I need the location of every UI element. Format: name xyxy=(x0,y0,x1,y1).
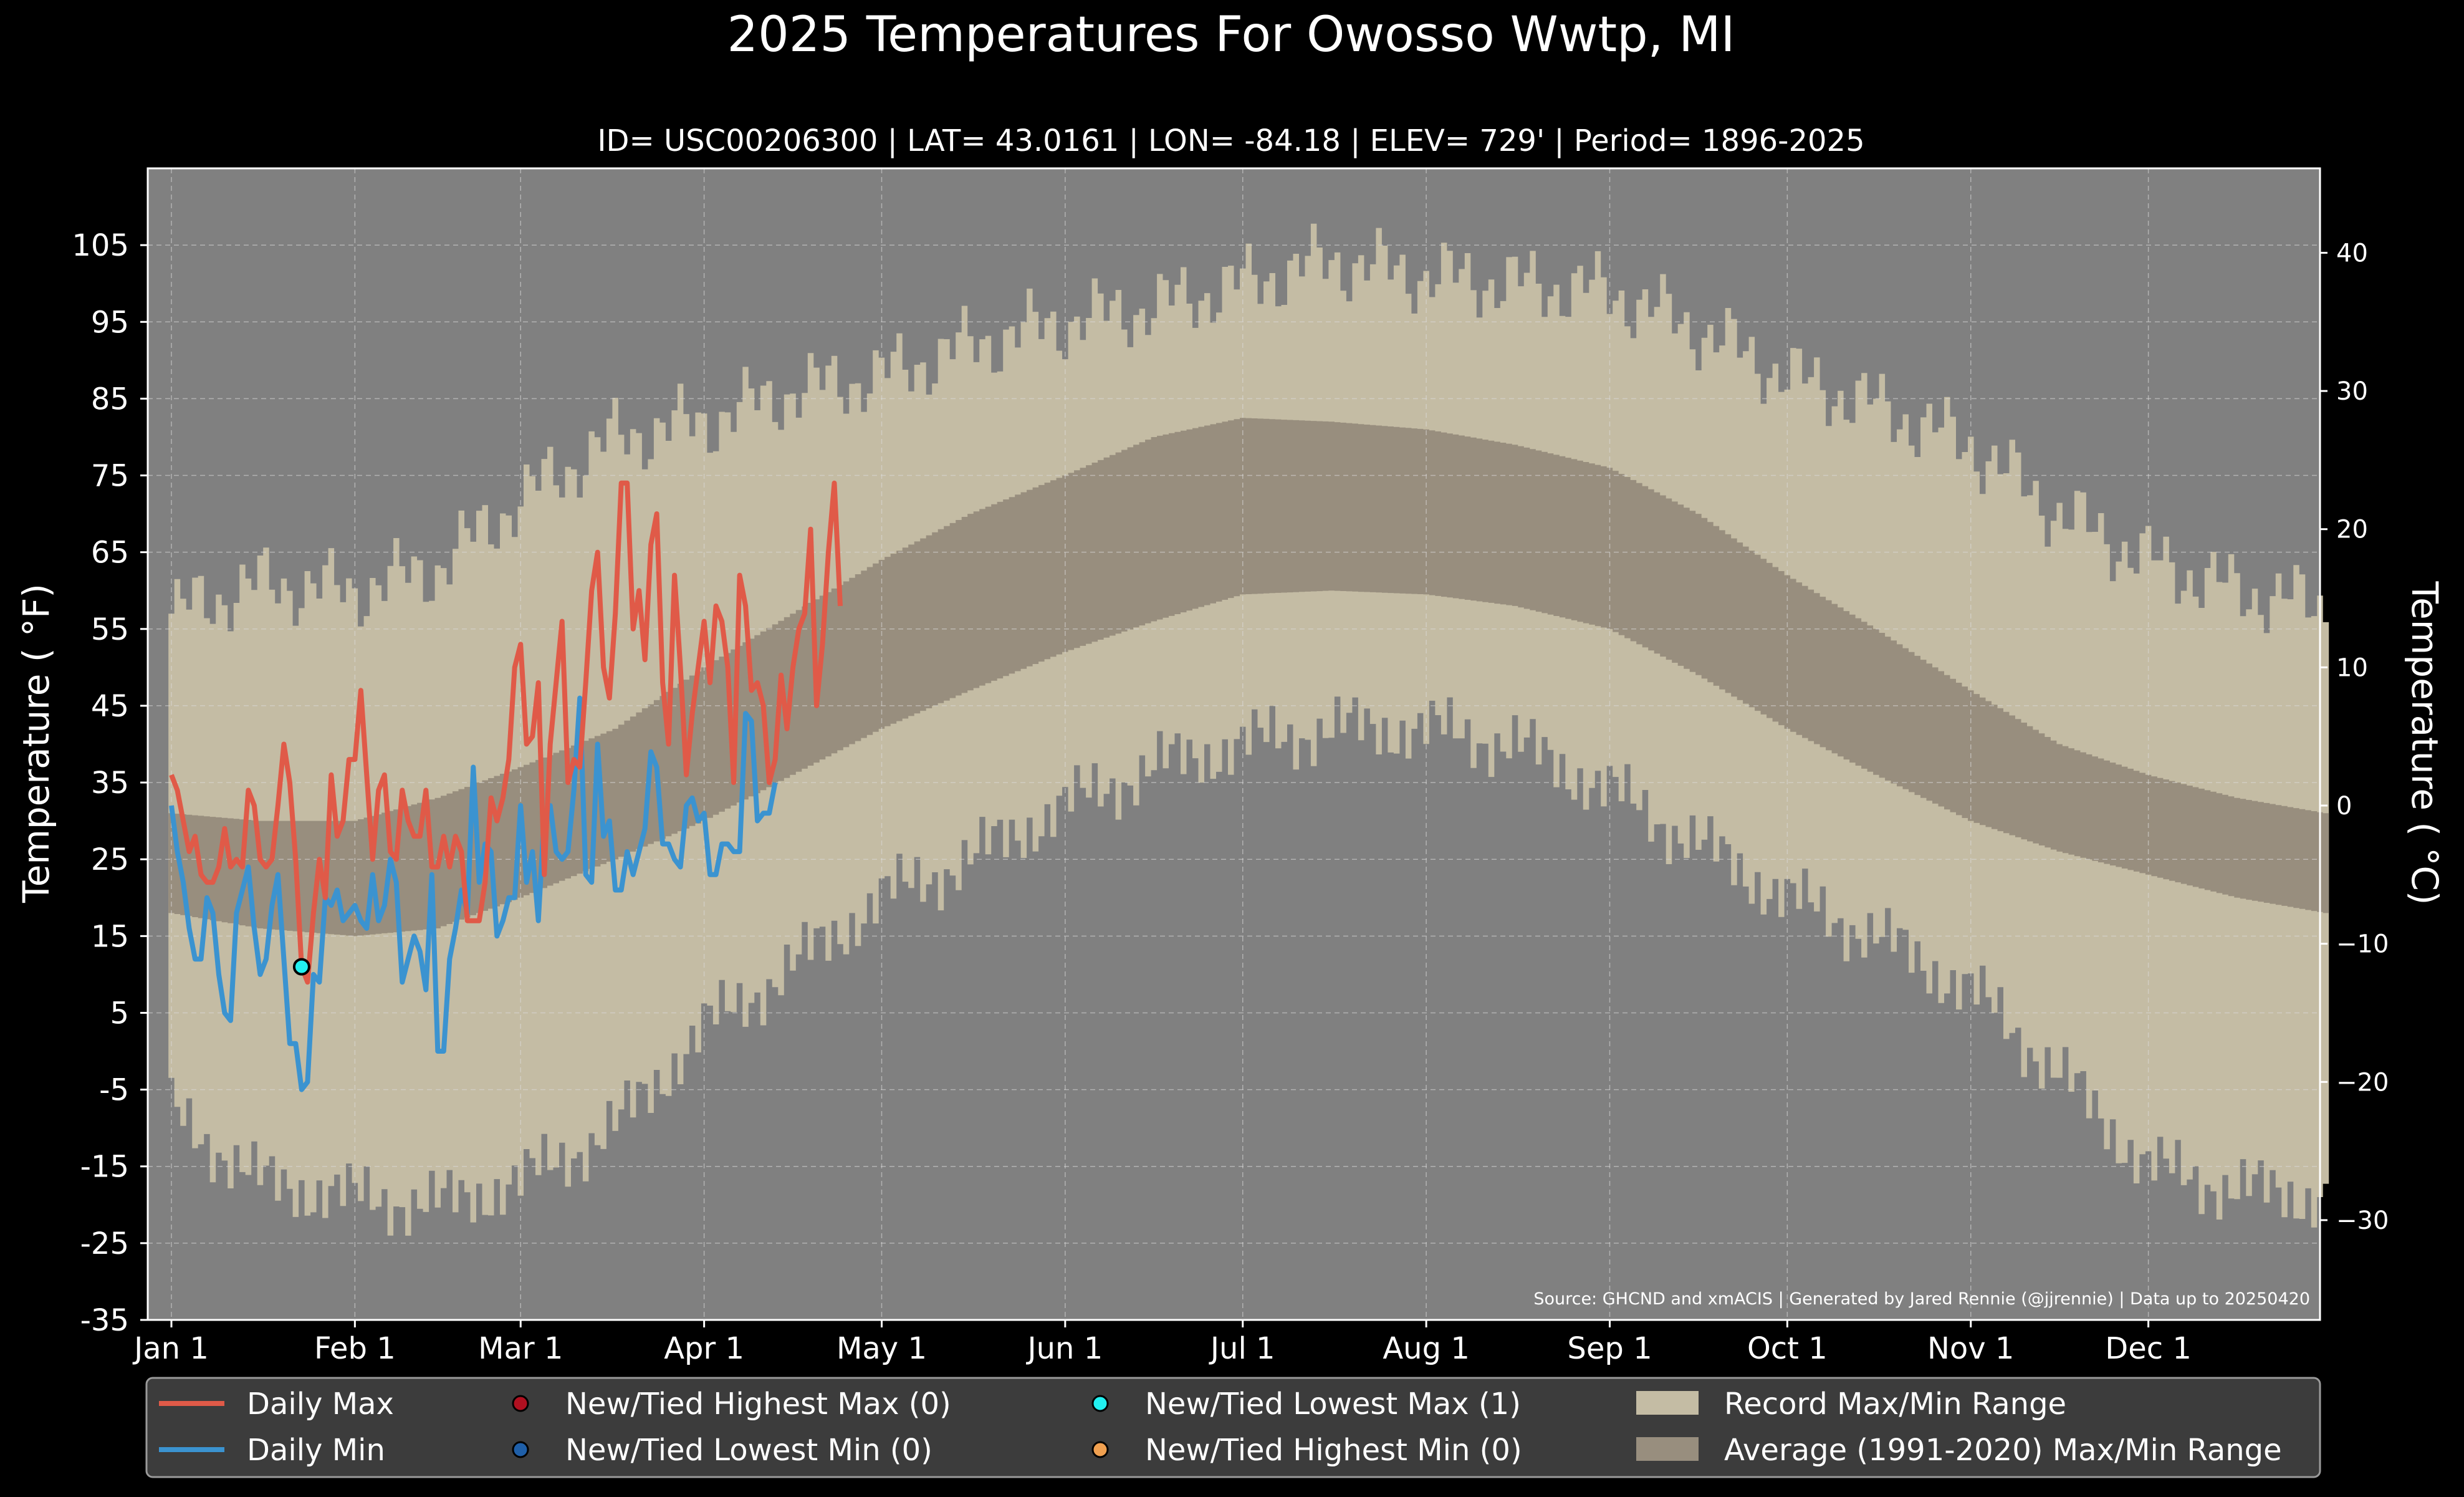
y-tick-label-f: 5 xyxy=(110,996,129,1031)
legend-item: Daily Min xyxy=(159,1433,385,1468)
y-tick-label-c: 10 xyxy=(2336,653,2368,682)
x-axis: Jan 1 Feb 1 Mar 1 Apr 1 May 1 Jun 1 Jul 1 Aug 1… xyxy=(132,1320,2192,1366)
y-tick-label-f: 95 xyxy=(91,305,129,340)
chart-title: 2025 Temperatures For Owosso Wwtp, MI xyxy=(727,7,1735,63)
legend: Daily Max Daily Min New/Tied Highest Max (… xyxy=(145,1377,2321,1478)
plot-area: Source: GHCND and xmACIS | Generated by … xyxy=(146,167,2329,1321)
x-tick-label: Jan 1 xyxy=(132,1331,209,1366)
y-tick-label-f: 35 xyxy=(91,766,129,801)
y-tick-label-c: 0 xyxy=(2336,792,2352,821)
x-tick-label: Dec 1 xyxy=(2105,1331,2192,1366)
legend-dot-swatch xyxy=(1091,1395,1109,1412)
legend-item: New/Tied Lowest Max (1) xyxy=(1091,1387,1521,1422)
y-tick-label-f: 105 xyxy=(72,228,129,263)
average-max-min-band xyxy=(168,418,2329,936)
y-tick-label-c: −20 xyxy=(2336,1068,2389,1097)
y-tick-label-c: 40 xyxy=(2336,239,2368,267)
legend-item: New/Tied Highest Max (0) xyxy=(512,1387,951,1422)
legend-item: Average (1991-2020) Max/Min Range xyxy=(1636,1433,2282,1468)
source-note: Source: GHCND and xmACIS | Generated by … xyxy=(1533,1289,2310,1309)
x-tick-label: Oct 1 xyxy=(1747,1331,1828,1366)
y-tick-label-f: 75 xyxy=(91,459,129,494)
y-axis-right-label: Temperature ( °C) xyxy=(2404,580,2446,905)
legend-label: New/Tied Highest Max (0) xyxy=(565,1387,951,1422)
y-tick-label-c: −10 xyxy=(2336,930,2389,959)
x-tick-label: Apr 1 xyxy=(664,1331,744,1366)
new-tied-lowest-max-marker xyxy=(292,958,310,976)
legend-item: Record Max/Min Range xyxy=(1636,1387,2066,1422)
x-tick-label: Feb 1 xyxy=(314,1331,396,1366)
chart-subtitle: ID= USC00206300 | LAT= 43.0161 | LON= -8… xyxy=(597,123,1864,158)
y-tick-label-f: 15 xyxy=(91,919,129,954)
legend-label: New/Tied Lowest Min (0) xyxy=(565,1433,932,1468)
legend-label: Average (1991-2020) Max/Min Range xyxy=(1724,1433,2282,1468)
x-tick-label: Sep 1 xyxy=(1567,1331,1652,1366)
y-tick-label-c: −30 xyxy=(2336,1206,2389,1235)
y-tick-label-f: -35 xyxy=(80,1303,129,1338)
legend-label: Record Max/Min Range xyxy=(1724,1387,2066,1422)
legend-item: New/Tied Lowest Min (0) xyxy=(512,1433,932,1468)
record-max-min-band xyxy=(168,223,2329,1236)
legend-dot-swatch xyxy=(512,1395,529,1412)
x-tick-label: Aug 1 xyxy=(1383,1331,1470,1366)
legend-box xyxy=(145,1377,2321,1478)
legend-patch-swatch xyxy=(1636,1391,1699,1415)
legend-dot-swatch xyxy=(512,1441,529,1458)
y-tick-label-c: 30 xyxy=(2336,377,2368,406)
y-axis-left-label: Temperature ( °F) xyxy=(15,584,57,903)
legend-item: New/Tied Highest Min (0) xyxy=(1091,1433,1522,1468)
y-axis-left: -35 -25 -15 -5 5 15 25 35 45 55 65 75 85 95 105 xyxy=(72,228,148,1338)
y-tick-label-f: 85 xyxy=(91,382,129,416)
legend-item: Daily Max xyxy=(159,1387,394,1422)
x-tick-label: Jun 1 xyxy=(1025,1331,1103,1366)
daily-min-line xyxy=(169,695,778,1092)
grid-lines xyxy=(148,168,2320,1321)
y-tick-label-f: 55 xyxy=(91,612,129,647)
x-tick-label: Nov 1 xyxy=(1927,1331,2014,1366)
y-tick-label-f: 65 xyxy=(91,536,129,570)
plot-frame xyxy=(146,167,2321,1321)
x-tick-label: May 1 xyxy=(837,1331,927,1366)
legend-dot-swatch xyxy=(1091,1441,1109,1458)
y-tick-label-f: 45 xyxy=(91,689,129,724)
x-tick-label: Jul 1 xyxy=(1209,1331,1275,1366)
legend-label: New/Tied Highest Min (0) xyxy=(1145,1433,1522,1468)
y-axis-right: −30 −20 −10 0 10 20 30 40 xyxy=(2320,239,2389,1235)
x-tick-label: Mar 1 xyxy=(478,1331,563,1366)
y-tick-label-f: 25 xyxy=(91,842,129,877)
legend-label: Daily Min xyxy=(247,1433,385,1468)
y-tick-label-c: 20 xyxy=(2336,516,2368,544)
y-tick-label-f: -25 xyxy=(80,1226,129,1261)
legend-patch-swatch xyxy=(1636,1437,1699,1461)
y-tick-label-f: -5 xyxy=(99,1073,129,1108)
legend-label: Daily Max xyxy=(247,1387,394,1422)
daily-max-line xyxy=(169,480,843,985)
y-tick-label-f: -15 xyxy=(80,1150,129,1185)
legend-label: New/Tied Lowest Max (1) xyxy=(1145,1387,1521,1422)
